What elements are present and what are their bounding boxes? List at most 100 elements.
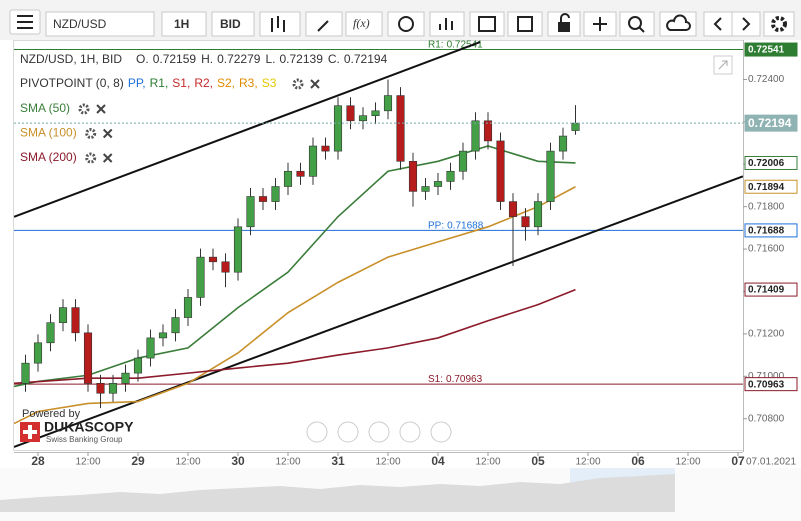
candle-body [346,105,355,122]
back-button[interactable] [703,11,733,37]
candle-body [33,342,43,364]
candle-body [471,120,480,152]
x-tick-label: 04 [431,454,445,468]
reset[interactable] [368,421,390,443]
ohlc-label: C. [328,52,340,66]
pivot-legend-item: S1, [172,76,190,90]
candle-body [383,95,393,112]
pivot-legend-item: S2, [217,76,235,90]
price-tag-label: 0.71894 [748,182,785,193]
candle-body [83,332,93,384]
legend-entry: SMA (200) [20,150,77,164]
calendar-button[interactable] [469,11,505,37]
pivot-legend: PIVOTPOINT (0, 8) PP, R1, S1, R2, S2, R3, S3 [20,76,277,90]
side-selector[interactable]: BID [211,11,255,37]
chart-type-button[interactable] [259,11,301,37]
crosshair-button[interactable] [583,11,617,37]
candle-body [571,122,580,131]
candle-body [396,95,405,162]
plot-area: R1: 0.72541 PP: 0.71688 S1: 0.70963 [14,39,743,448]
y-tick-label: 0.71200 [748,329,785,340]
pivot-label: PP: 0.71688 [428,220,484,231]
expand-button[interactable] [713,55,733,75]
pivot-label-value: 0.72541 [447,39,484,50]
indicator-button[interactable]: f(x) [345,11,383,37]
pivot-legend-item: R1, [150,76,169,90]
pivot-legend-item: S3 [262,76,277,90]
candle-body [146,337,155,359]
ohlc-label: H. [201,52,213,66]
logo-cross [23,425,37,439]
ohlc-value: 0.72159 [153,52,197,66]
candle-body [433,181,443,187]
ohlc-label: O. [136,52,149,66]
remove-icon [96,104,106,114]
lock-button[interactable] [547,11,581,37]
x-tick-label: 12:00 [75,457,100,468]
x-tick-label: 05 [531,454,545,468]
pivot-name: PIVOTPOINT (0, 8) [20,76,124,90]
candle-body [546,150,555,202]
x-tick-label: 12:00 [475,457,500,468]
zoom-button[interactable] [619,11,655,37]
price-tag-label: 0.72541 [748,45,785,56]
x-tick-label: 12:00 [275,457,300,468]
candle-body [371,110,380,116]
candle-body [408,160,418,192]
candle-body [446,170,455,182]
candle-body [271,186,280,202]
draw-button[interactable] [305,11,343,37]
symbol-selector[interactable]: NZD/USD [45,11,155,37]
pivot-legend-item: R3, [239,76,258,90]
date-label: 07.01.2021 [746,457,796,468]
candle-body [46,322,55,344]
candle-body [258,196,268,202]
candle-body [133,357,143,374]
candle-body [308,145,318,177]
ohlc-value: 0.72194 [344,52,388,66]
volume-button[interactable] [429,11,465,37]
settings-icon [85,128,97,139]
pivot-label: R1: 0.72541 [428,39,483,50]
watermark-top: Powered by [22,408,81,420]
cloud-button[interactable] [659,11,697,37]
period-selector[interactable]: 1H [161,11,207,37]
candle-body [183,297,193,318]
side: BID [220,17,241,31]
candle-body [558,135,568,152]
zoom-out[interactable] [337,421,359,443]
news-button[interactable] [507,11,543,37]
remove-icon [102,128,113,139]
price-tag-label: 0.71409 [748,285,785,296]
scroll-left[interactable] [306,421,328,443]
x-tick-label: 28 [31,454,45,468]
x-tick-label: 06 [631,454,645,468]
y-tick-label: 0.71000 [748,371,785,382]
sma-line [14,288,576,385]
candle-body [321,145,330,152]
trend-line [14,41,481,218]
candle-body [246,196,255,228]
y-tick-label: 0.71800 [748,201,785,212]
ohlc-label: L. [265,52,275,66]
x-tick-label: 12:00 [575,457,600,468]
menu-button[interactable] [9,9,41,35]
symbol: NZD/USD [53,17,107,31]
settings-icon [292,78,304,90]
candle-body [121,372,130,384]
legend-entry: SMA (50) [20,101,70,115]
scroll-right[interactable] [430,421,452,443]
remove-icon [310,79,320,89]
candle-body [483,120,493,142]
forward-button[interactable] [731,11,761,37]
candle-body [496,140,505,202]
watermark: Powered by DUKASCOPY Swiss Banking Group [20,408,134,444]
settings-button[interactable] [763,11,795,37]
zoom-in[interactable] [399,421,421,443]
watermark-sub: Swiss Banking Group [46,435,123,444]
ohlc-value: 0.72139 [279,52,323,66]
settings-icon [85,152,97,164]
info-button[interactable] [387,11,425,37]
price-tag-label: 0.70963 [748,379,785,390]
candle-body [158,332,168,339]
